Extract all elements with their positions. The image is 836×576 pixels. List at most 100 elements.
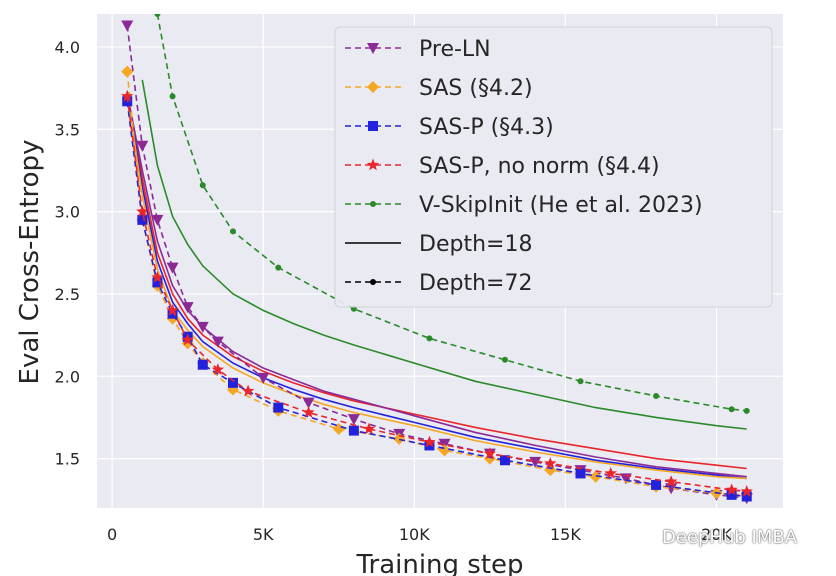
legend-marker bbox=[370, 279, 376, 285]
series-line bbox=[126, 96, 747, 493]
data-point bbox=[121, 20, 134, 32]
data-point bbox=[169, 93, 176, 100]
legend-label: SAS-P, no norm (§4.4) bbox=[419, 154, 660, 179]
series-72-sas-p, bbox=[121, 89, 753, 497]
series-18-sas-p, bbox=[126, 92, 747, 470]
data-point bbox=[362, 422, 376, 435]
data-point bbox=[229, 228, 236, 235]
legend-entry: SAS (§4.2) bbox=[345, 76, 533, 101]
legend-entry: Depth=72 bbox=[345, 271, 532, 296]
data-point bbox=[347, 414, 360, 426]
data-point bbox=[740, 485, 753, 497]
x-tick-label: 0 bbox=[107, 525, 117, 544]
x-tick-labels: 0 5K 10K 15K 20K bbox=[107, 525, 732, 544]
data-point bbox=[501, 356, 508, 363]
legend: Pre-LN SAS (§4.2) SAS-P (§4.3) SAS-P, no no… bbox=[334, 26, 773, 308]
data-point bbox=[152, 277, 163, 288]
legend-label: Pre-LN bbox=[419, 37, 491, 62]
data-point bbox=[483, 452, 496, 465]
data-point bbox=[589, 470, 602, 483]
data-point bbox=[728, 406, 735, 413]
watermark: DeepHub IMBA bbox=[626, 524, 797, 550]
legend-label: SAS (§4.2) bbox=[419, 76, 533, 101]
data-point bbox=[196, 321, 209, 333]
data-point bbox=[483, 447, 496, 459]
legend-entry: Pre-LN bbox=[345, 37, 491, 62]
data-point bbox=[423, 435, 436, 448]
y-tick-label: 2.5 bbox=[55, 285, 80, 304]
data-point bbox=[665, 475, 678, 487]
data-point bbox=[181, 333, 194, 346]
x-tick-label: 15K bbox=[550, 525, 581, 544]
x-tick-label: 5K bbox=[253, 525, 274, 544]
series-18-v-skipinit bbox=[141, 79, 747, 430]
series-line bbox=[156, 14, 747, 412]
series-group bbox=[121, 14, 753, 505]
data-point bbox=[651, 479, 662, 490]
data-point bbox=[121, 65, 134, 78]
legend-marker bbox=[368, 121, 378, 131]
data-point bbox=[741, 491, 752, 502]
series-line bbox=[126, 92, 747, 480]
x-tick-label: 10K bbox=[399, 525, 430, 544]
data-point bbox=[166, 303, 179, 316]
data-point bbox=[426, 335, 433, 342]
series-line bbox=[126, 92, 747, 470]
data-point bbox=[499, 455, 510, 466]
wechat-icon bbox=[626, 525, 655, 548]
x-axis-label: Training step bbox=[355, 550, 523, 576]
data-point bbox=[167, 308, 178, 319]
data-point bbox=[211, 363, 225, 375]
y-tick-label: 1.5 bbox=[55, 450, 80, 469]
data-point bbox=[154, 14, 161, 17]
data-point bbox=[151, 271, 164, 283]
data-point bbox=[166, 262, 179, 274]
data-point bbox=[424, 440, 435, 451]
y-tick-label: 4.0 bbox=[55, 38, 80, 57]
legend-label: V-SkipInit (He et al. 2023) bbox=[419, 193, 703, 218]
data-point bbox=[199, 182, 206, 189]
data-point bbox=[136, 205, 149, 217]
legend-label: SAS-P (§4.3) bbox=[419, 115, 554, 140]
data-point bbox=[273, 402, 284, 413]
legend-label: Depth=18 bbox=[419, 232, 532, 257]
data-point bbox=[604, 466, 617, 479]
data-point bbox=[302, 397, 315, 409]
data-point bbox=[726, 489, 737, 500]
data-point bbox=[257, 372, 270, 384]
data-point bbox=[725, 483, 738, 496]
data-point bbox=[227, 377, 238, 388]
legend-marker bbox=[366, 158, 380, 171]
legend-marker bbox=[367, 81, 379, 93]
data-point bbox=[529, 456, 542, 468]
series-line bbox=[126, 92, 747, 478]
x-tick-label: 20K bbox=[701, 525, 732, 544]
series-72-v-skipinit bbox=[154, 14, 750, 414]
legend-entry: SAS-P (§4.3) bbox=[345, 115, 554, 140]
y-axis-label: Eval Cross-Entropy bbox=[15, 140, 45, 385]
series-18-pre-ln bbox=[126, 92, 747, 478]
legend-marker bbox=[367, 43, 379, 54]
data-point bbox=[743, 407, 750, 414]
y-tick-labels: 1.5 2.0 2.5 3.0 3.5 4.0 bbox=[55, 38, 80, 469]
series-18-sas-p bbox=[126, 92, 747, 480]
watermark-text: DeepHub IMBA bbox=[662, 526, 798, 548]
series-line bbox=[126, 71, 747, 496]
data-point bbox=[575, 468, 586, 479]
data-point bbox=[302, 406, 315, 418]
data-point bbox=[348, 425, 359, 436]
legend-entry: V-SkipInit (He et al. 2023) bbox=[345, 193, 703, 218]
legend-marker bbox=[370, 201, 376, 207]
data-point bbox=[137, 214, 148, 225]
legend-entry: SAS-P, no norm (§4.4) bbox=[345, 154, 660, 179]
data-point bbox=[121, 89, 134, 102]
series-line bbox=[141, 79, 747, 430]
data-point bbox=[332, 422, 345, 435]
y-tick-label: 3.5 bbox=[55, 120, 80, 139]
y-tick-label: 2.0 bbox=[55, 367, 80, 386]
data-point bbox=[275, 264, 282, 271]
data-point bbox=[438, 438, 451, 450]
data-point bbox=[136, 140, 149, 152]
legend-label: Depth=72 bbox=[419, 271, 532, 296]
data-point bbox=[544, 457, 557, 469]
